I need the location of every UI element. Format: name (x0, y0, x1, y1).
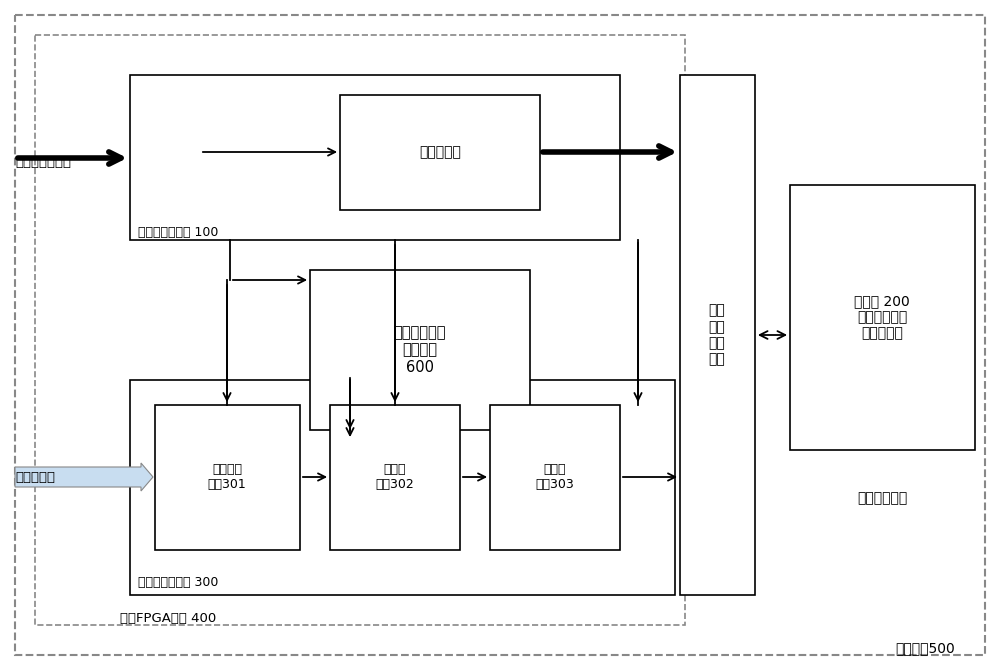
Bar (35, 35, 685, 625)
Text: 待查询图片: 待查询图片 (15, 470, 55, 484)
Bar (680, 75, 755, 595)
Bar (155, 405, 300, 550)
Text: 图片信息
存储301: 图片信息 存储301 (208, 463, 246, 491)
Text: 固态硬盘500: 固态硬盘500 (895, 641, 955, 655)
FancyArrow shape (15, 463, 153, 491)
Text: 主控FPGA芯片 400: 主控FPGA芯片 400 (120, 612, 216, 624)
Text: 相似度
排序303: 相似度 排序303 (536, 463, 574, 491)
Text: 硬盘存储介质: 硬盘存储介质 (857, 491, 907, 505)
Text: 卷积神经网络
网络模型
600: 卷积神经网络 网络模型 600 (394, 325, 446, 375)
Text: 图片库生成模块 100: 图片库生成模块 100 (138, 226, 218, 239)
Bar (130, 75, 620, 240)
Bar (490, 405, 620, 550)
Text: 图片预分类: 图片预分类 (419, 145, 461, 159)
Text: 网络传输图片流: 网络传输图片流 (15, 155, 71, 168)
Text: 相似度
计算302: 相似度 计算302 (376, 463, 414, 491)
Bar (130, 380, 675, 595)
Bar (340, 95, 540, 210)
Text: 图片库 200
存储图片特征
及索引信息: 图片库 200 存储图片特征 及索引信息 (854, 294, 910, 340)
Text: 固态
硬盘
读写
驱动: 固态 硬盘 读写 驱动 (709, 304, 725, 366)
Text: 图片库查询模块 300: 图片库查询模块 300 (138, 576, 218, 590)
Bar (330, 405, 460, 550)
Bar (790, 185, 975, 450)
Bar (310, 270, 530, 430)
